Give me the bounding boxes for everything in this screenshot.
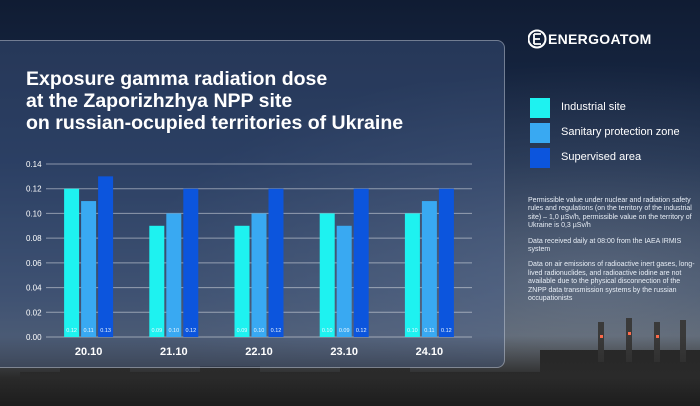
data-label: 0.12 (356, 328, 367, 334)
data-label: 0.09 (339, 328, 350, 334)
y-tick-label: 0.04 (26, 284, 42, 293)
legend-swatch (530, 98, 550, 118)
note-data-source: Data received daily at 08:00 from the IA… (528, 237, 682, 254)
x-tick-label: 23.10 (330, 346, 358, 358)
y-tick-label: 0.00 (26, 333, 42, 342)
data-label: 0.10 (254, 328, 265, 334)
bar (183, 188, 199, 337)
bar (336, 225, 352, 337)
title-line-2: at the Zaporizhzhya NPP site (26, 90, 293, 112)
data-label: 0.09 (151, 328, 162, 334)
title-line-1: Exposure gamma radiation dose (26, 68, 328, 90)
data-label: 0.11 (424, 328, 434, 334)
y-tick-label: 0.02 (26, 308, 42, 317)
bar (166, 213, 182, 337)
title-line-3: on russian-ocupied territories of Ukrain… (26, 112, 404, 134)
x-tick-label: 24.10 (416, 346, 444, 358)
data-label: 0.12 (441, 328, 452, 334)
bar (98, 176, 114, 337)
y-tick-label: 0.14 (26, 160, 42, 169)
legend-item-industrial-site: Industrial site (530, 98, 700, 123)
legend-swatch (530, 148, 550, 168)
bar (353, 188, 369, 337)
chart-title: Exposure gamma radiation dose at the Zap… (26, 68, 496, 134)
bar (404, 213, 420, 337)
x-tick-label: 20.10 (75, 346, 103, 358)
bar-chart: 0.00 0.02 0.04 0.06 0.08 0.10 0.12 0.14 0.12 0.11… (26, 160, 472, 358)
ground (0, 336, 700, 406)
bar (438, 188, 454, 337)
bar (251, 213, 267, 337)
data-label: 0.12 (66, 328, 77, 334)
legend-label: Supervised area (561, 151, 642, 163)
notes: Permissible value under nuclear and radi… (528, 197, 700, 310)
bar (64, 188, 80, 337)
bar (81, 201, 97, 337)
legend: Industrial site Sanitary protection zone… (530, 98, 700, 173)
data-label: 0.12 (185, 328, 196, 334)
legend-swatch (530, 123, 550, 143)
note-permissible-value: Permissible value under nuclear and radi… (528, 197, 692, 230)
y-tick-label: 0.08 (26, 234, 42, 243)
legend-label: Sanitary protection zone (561, 126, 680, 138)
x-tick-label: 22.10 (245, 346, 273, 358)
y-tick-label: 0.10 (26, 209, 42, 218)
bar (319, 213, 335, 337)
data-label: 0.12 (271, 328, 282, 334)
data-label: 0.10 (168, 328, 179, 334)
legend-item-supervised-area: Supervised area (530, 148, 700, 173)
bar (149, 225, 165, 337)
bar (421, 201, 437, 337)
legend-item-sanitary-protection-zone: Sanitary protection zone (530, 123, 700, 148)
note-emissions-unavailable: Data on air emissions of radioactive ine… (528, 261, 695, 303)
data-label: 0.09 (237, 328, 248, 334)
data-label: 0.13 (100, 328, 111, 334)
bar (234, 225, 250, 337)
y-tick-label: 0.06 (26, 259, 42, 268)
data-label: 0.10 (322, 328, 333, 334)
x-tick-label: 21.10 (160, 346, 188, 358)
legend-label: Industrial site (561, 101, 626, 113)
brand-name: ENERGOATOM (548, 31, 652, 47)
data-label: 0.11 (83, 328, 93, 334)
bar (268, 188, 284, 337)
energoatom-logo-icon (528, 29, 547, 49)
y-tick-label: 0.12 (26, 185, 42, 194)
data-label: 0.10 (407, 328, 418, 334)
